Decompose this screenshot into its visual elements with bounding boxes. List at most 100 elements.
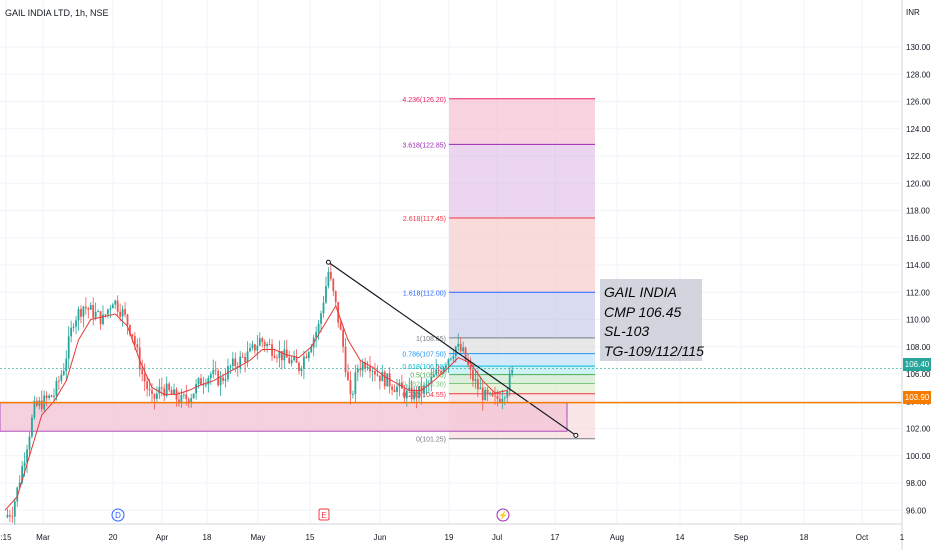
candle-body (214, 369, 217, 371)
candle-body (423, 385, 425, 394)
candle-body (344, 346, 347, 373)
symbol-title: GAIL INDIA LTD, 1h, NSE (5, 8, 109, 18)
candle-body (469, 365, 472, 370)
fib-label: 2.618(117.45) (403, 216, 446, 223)
candle-body (45, 395, 48, 399)
x-tick-label: Jul (492, 533, 502, 542)
candle-body (197, 378, 200, 385)
y-tick-label: 126.00 (906, 98, 931, 107)
candle-body (72, 326, 75, 328)
candle-body (239, 356, 242, 368)
candle-body (185, 394, 188, 400)
candle-body (119, 311, 122, 317)
candle-body (133, 336, 136, 345)
candle-body (163, 388, 166, 397)
candle-body (195, 384, 197, 394)
candle-body (55, 380, 58, 396)
candle-body (499, 398, 501, 402)
currency-label: INR (906, 8, 920, 17)
candle-body (40, 400, 43, 410)
candle-body (209, 374, 212, 379)
candle-body (234, 358, 237, 367)
candle-body (70, 327, 73, 337)
y-tick-label: 98.00 (906, 479, 927, 488)
candle-body (339, 322, 342, 330)
candle-body (467, 360, 469, 366)
y-tick-label: 110.00 (906, 316, 930, 325)
candle-body (329, 271, 332, 279)
candle-body (310, 347, 313, 353)
y-tick-label: 102.00 (906, 425, 931, 434)
y-tick-label: 106.00 (906, 370, 931, 379)
candle-body (388, 373, 391, 387)
y-tick-label: 100.00 (906, 452, 931, 461)
event-markers[interactable]: D E ⚡ (111, 508, 510, 522)
candle-body (315, 332, 318, 338)
y-tick-label: 116.00 (906, 234, 930, 243)
candle-body (229, 365, 232, 367)
fib-band (449, 353, 595, 367)
event-marker: ⚡ (496, 508, 510, 522)
candle-body (494, 395, 496, 397)
candle-body (80, 309, 82, 317)
candle-body (6, 514, 9, 518)
y-tick-label: 124.00 (906, 125, 931, 134)
candle-body (378, 375, 381, 382)
candle-body (479, 387, 482, 390)
candle-body (369, 366, 371, 372)
fib-label: 3.618(122.85) (402, 142, 446, 149)
x-tick-label: 14 (676, 533, 685, 542)
price-axis-panel (902, 0, 932, 550)
x-tick-label: Jun (374, 533, 387, 542)
candle-body (383, 371, 386, 387)
x-tick-label: 20 (109, 533, 118, 542)
y-tick-label: 112.00 (906, 288, 930, 297)
candle-body (192, 393, 195, 399)
candle-body (474, 379, 477, 381)
candle-body (391, 386, 393, 390)
candle-body (58, 380, 60, 382)
candle-body (104, 314, 107, 316)
candle-body (11, 516, 14, 518)
candle-body (180, 395, 183, 404)
candle-body (143, 374, 146, 382)
x-tick-label: 18 (203, 533, 212, 542)
candle-body (18, 482, 21, 488)
event-marker-label: ⚡ (498, 510, 508, 520)
candle-body (472, 369, 474, 381)
candle-body (332, 278, 335, 292)
current-price-tag: 106.40 (903, 358, 931, 371)
fib-band (449, 98, 595, 145)
candle-body (403, 388, 406, 399)
candle-body (65, 358, 68, 372)
candle-body (447, 359, 450, 366)
x-tick-label: Mar (36, 533, 50, 542)
candle-body (82, 306, 85, 317)
moving-average-line (4, 304, 508, 511)
trendline[interactable] (325, 259, 579, 438)
candle-body (349, 380, 352, 395)
candle-body (361, 362, 364, 371)
candle-body (464, 347, 467, 361)
y-tick-label: 118.00 (906, 207, 930, 216)
event-marker-label: D (115, 511, 121, 520)
candle-body (207, 378, 210, 385)
candle-body (401, 382, 403, 389)
candle-body (129, 325, 131, 335)
candle-body (327, 271, 330, 287)
support-zone-rect (0, 402, 568, 432)
dividend-icon (111, 508, 125, 522)
annotation-box[interactable]: GAIL INDIA CMP 106.45 SL-103 TG-109/112/… (600, 279, 704, 361)
candle-body (62, 371, 65, 375)
candle-body (48, 395, 50, 399)
candle-body (459, 343, 462, 352)
candle-body (293, 357, 295, 361)
candle-body (298, 362, 300, 372)
candle-body (511, 370, 514, 374)
fib-band (449, 144, 595, 218)
candle-body (450, 358, 452, 360)
fib-label: 1.618(112.00) (403, 290, 446, 297)
candle-body (374, 370, 376, 375)
candle-body (87, 308, 90, 310)
